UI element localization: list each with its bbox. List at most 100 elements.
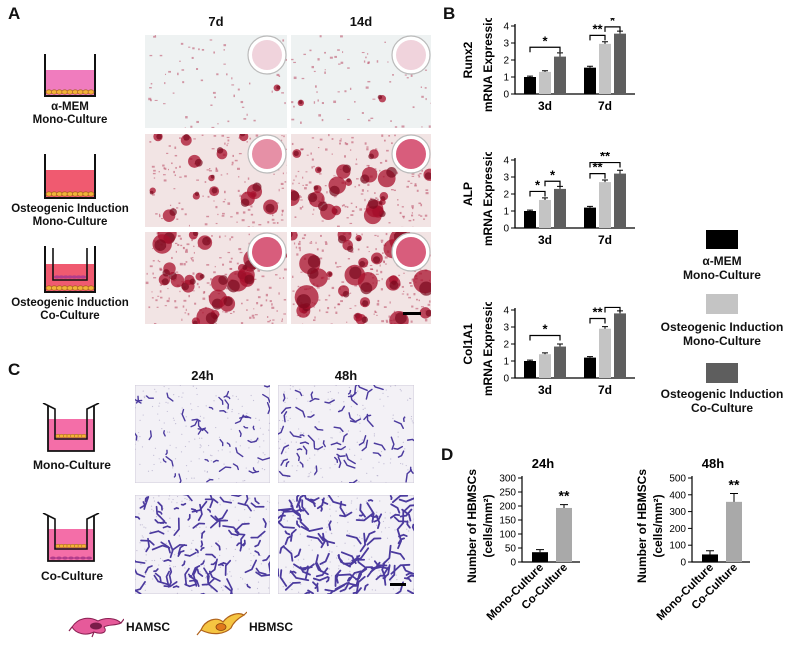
- membrane-pore: [142, 414, 144, 416]
- dish-inset-stain: [396, 40, 426, 70]
- stain-speck: [355, 206, 358, 209]
- stain-speck: [346, 321, 348, 323]
- stain-speck: [369, 264, 373, 267]
- membrane-pore: [347, 521, 349, 523]
- membrane-pore: [278, 447, 281, 449]
- migrated-cell: [197, 427, 207, 435]
- membrane-pore: [176, 592, 179, 594]
- error-bar: [542, 197, 548, 200]
- migrated-cell: [200, 546, 205, 551]
- stain-speck: [268, 286, 272, 289]
- error-bar: [602, 179, 608, 183]
- stain-speck: [175, 166, 177, 169]
- stain-speck: [151, 297, 154, 299]
- migrated-cell: [142, 501, 146, 510]
- membrane-pore: [139, 463, 141, 465]
- stain-speck: [355, 163, 358, 165]
- stain-speck: [257, 269, 261, 272]
- stain-speck: [162, 164, 165, 167]
- membrane-pore: [158, 458, 160, 460]
- membrane-pore: [153, 463, 155, 466]
- migrated-cell: [375, 574, 385, 581]
- migrated-cell: [339, 511, 353, 518]
- stain-speck: [158, 171, 160, 173]
- migrated-cell: [200, 560, 205, 566]
- membrane-pore: [151, 405, 154, 408]
- stain-speck: [238, 247, 242, 251]
- stain-speck: [281, 213, 283, 216]
- mineral-nodule: [205, 312, 218, 324]
- stain-speck: [342, 51, 344, 54]
- mineral-nodule: [156, 134, 162, 140]
- membrane-pore: [180, 451, 183, 453]
- stain-speck: [295, 246, 298, 249]
- membrane-pore: [390, 458, 392, 460]
- migrated-cell: [278, 425, 285, 435]
- stain-speck: [271, 322, 274, 324]
- migrated-cell: [157, 510, 163, 515]
- y-tick-label: 0: [510, 558, 516, 569]
- stain-speck: [215, 205, 218, 209]
- membrane-pore: [311, 549, 313, 551]
- stain-speck: [372, 98, 376, 100]
- membrane-pore: [378, 570, 380, 572]
- membrane-pore: [267, 500, 269, 502]
- migrated-cell: [348, 558, 366, 567]
- y-axis-gene-label: Col1A1: [461, 323, 475, 365]
- stain-speck: [293, 61, 296, 64]
- significance-bracket: [529, 46, 561, 53]
- stain-speck: [222, 201, 226, 203]
- migrated-cell: [254, 550, 260, 556]
- membrane-pore: [327, 520, 330, 522]
- stain-speck: [215, 222, 218, 225]
- stain-speck: [201, 48, 205, 51]
- membrane-pore: [211, 545, 213, 548]
- stain-speck: [185, 116, 188, 119]
- chart-title: 48h: [702, 456, 724, 471]
- stain-speck: [364, 208, 367, 210]
- membrane-pore: [244, 509, 246, 511]
- membrane-pore: [172, 498, 174, 501]
- panel-a-col-header-14d: 14d: [349, 14, 373, 29]
- stain-speck: [404, 74, 407, 76]
- transwell-dish-icon: [42, 403, 100, 452]
- stain-speck: [344, 155, 346, 158]
- stain-speck: [191, 258, 193, 261]
- migrated-cell: [321, 498, 329, 505]
- coculture-dish-icon: [44, 246, 96, 293]
- stain-speck: [159, 267, 162, 271]
- membrane-pore: [249, 516, 251, 518]
- stain-speck: [194, 302, 197, 305]
- stain-speck: [272, 214, 274, 217]
- membrane-pore: [329, 508, 331, 510]
- membrane-pore: [394, 529, 396, 531]
- stain-speck: [184, 175, 187, 178]
- bar: [599, 43, 611, 94]
- stain-speck: [360, 193, 364, 195]
- stain-speck: [265, 299, 268, 302]
- migrated-cell: [364, 530, 376, 543]
- membrane-pore: [344, 542, 346, 544]
- stain-speck: [317, 99, 319, 102]
- membrane-pore: [412, 588, 414, 590]
- membrane-pore: [410, 398, 412, 400]
- stain-speck: [279, 277, 281, 279]
- migrated-cell: [299, 434, 305, 437]
- membrane-pore: [217, 540, 219, 542]
- membrane-pore: [360, 458, 362, 460]
- membrane-pore: [145, 560, 148, 562]
- significance-label: **: [592, 21, 603, 36]
- membrane-pore: [379, 500, 381, 502]
- stain-speck: [319, 257, 323, 260]
- membrane-pore: [296, 398, 298, 400]
- mineral-nodule: [216, 147, 224, 154]
- membrane-pore: [318, 438, 320, 440]
- membrane-pore: [250, 552, 252, 555]
- stain-speck: [224, 190, 226, 194]
- membrane-pore: [162, 559, 164, 561]
- membrane-pore: [199, 446, 201, 449]
- stain-speck: [410, 320, 413, 323]
- membrane-pore: [181, 407, 183, 409]
- stain-speck: [340, 300, 343, 303]
